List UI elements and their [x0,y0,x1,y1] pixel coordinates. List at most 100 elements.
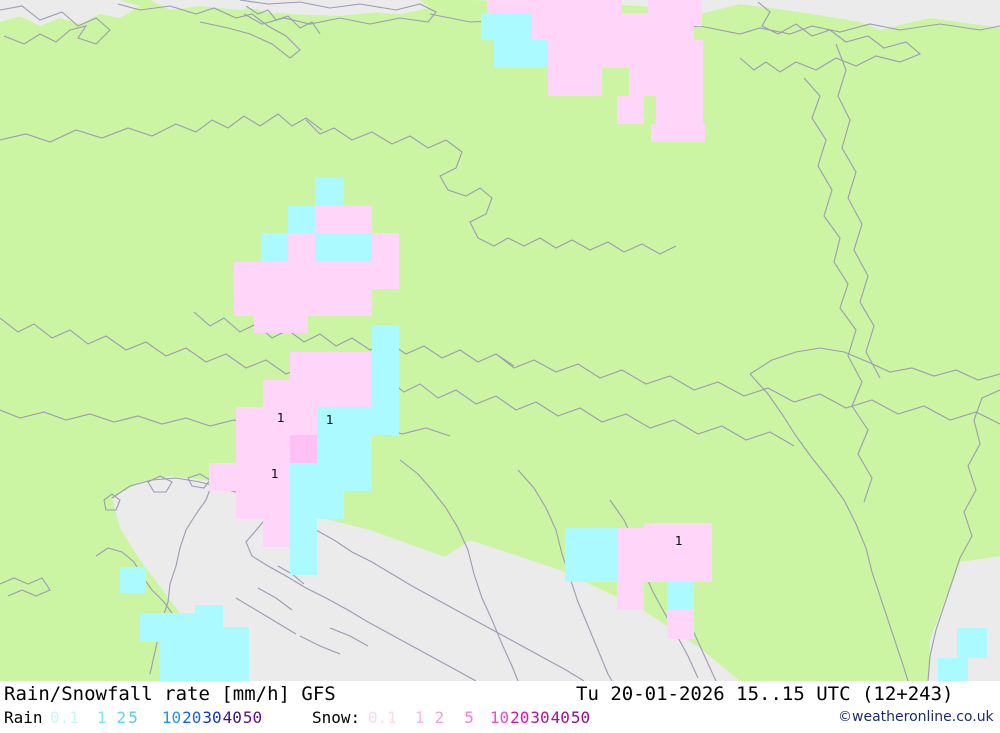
precip-cell [345,233,372,262]
map-base-layer [0,0,1000,681]
legend-threshold: 10 [161,708,182,727]
legend-threshold: 40 [550,708,570,727]
precip-cell [648,0,675,13]
precip-cell [290,519,317,547]
precip-cell [617,528,644,582]
legend-threshold: 30 [530,708,550,727]
precip-cell [565,528,617,582]
precip-cell [281,316,308,333]
precip-cell [372,407,399,435]
footer-legend-row: Rain 0.1 1 2 5 1020304050 Snow: 0.1 1 2 5 102030… [0,705,1000,731]
page-title: Rain/Snowfall rate [mm/h] GFS [4,683,336,705]
precip-cell [514,0,541,13]
precip-cell [640,13,667,40]
precip-cell [236,435,263,463]
precip-cell [315,206,345,233]
precip-cell [223,627,249,681]
precip-cell [644,523,698,582]
precip-value-label: 1 [326,413,334,427]
precip-cell [290,547,317,575]
legend-threshold: 30 [202,708,222,727]
precip-cell [263,463,290,491]
legend-threshold: 40 [222,708,242,727]
precip-cell [236,463,263,491]
precip-cell [195,605,223,642]
precip-cell [568,0,595,13]
precip-cell [290,463,317,491]
precip-cell [345,206,372,233]
precip-cell [629,40,656,68]
legend-threshold: 20 [182,708,202,727]
precip-cell [345,289,372,316]
precip-cell [344,380,372,407]
precip-cell [315,178,344,206]
precip-cell [683,68,703,96]
precip-cell [521,40,548,68]
rain-legend-scale: 0.1 1 2 5 1020304050 [50,708,262,727]
legend-threshold: 2 [116,708,127,727]
precip-cell [290,380,317,407]
rain-legend-label: Rain [4,708,43,727]
precip-cell [261,262,288,289]
precip-cell [236,407,263,435]
precip-cell [209,463,236,491]
precip-cell [344,407,372,435]
precip-cell [317,380,344,407]
snow-legend-label: Snow: [312,708,361,727]
precip-cell [263,491,290,519]
precip-cell [548,40,575,68]
precip-cell [290,407,317,435]
precip-cell [595,0,621,13]
precip-cell [263,380,290,407]
precip-cell [234,289,261,316]
precip-cell [683,96,703,124]
precip-cell [938,658,968,681]
precip-cell [254,316,281,333]
legend-threshold: 5 [128,708,138,727]
precip-cell [667,582,694,610]
precip-value-label: 1 [675,534,683,548]
precip-cell [667,610,694,639]
legend-threshold: 0.1 [50,708,79,727]
precip-cell [675,0,702,13]
precip-cell [345,262,372,289]
precip-cell [315,262,345,289]
precip-cell [288,262,315,289]
footer-title-row: Rain/Snowfall rate [mm/h] GFS Tu 20-01-2… [0,681,1000,707]
precip-cell [344,463,372,491]
precip-cell [617,582,644,610]
precip-cell [263,407,290,435]
precip-cell [263,519,290,547]
snow-legend-scale: 0.1 1 2 5 1020304050 [368,708,590,727]
precip-cell [140,613,195,642]
precip-cell [372,262,399,289]
legend-threshold: 1 [96,708,107,727]
precipitation-map[interactable]: 1 1 1 1 [0,0,1000,681]
precip-cell [683,40,703,68]
precip-cell [315,233,345,262]
copyright-notice: ©weatheronline.co.uk [838,709,994,725]
precip-cell [344,352,372,380]
precip-cell [586,13,613,40]
precip-cell [678,124,705,142]
precip-cell [236,491,263,519]
precip-cell [290,352,317,380]
precip-cell [613,13,640,40]
precip-cell [288,233,315,262]
precip-cell [344,435,372,463]
precip-cell [120,567,146,593]
sea-shapes [0,0,1000,681]
precip-value-label: 1 [277,411,285,425]
precip-cell [559,13,586,40]
legend-threshold: 5 [464,708,474,727]
precip-cell [656,96,683,124]
precip-cell [261,233,288,262]
precip-cell [651,124,678,142]
precip-cell [541,0,568,13]
precip-cell [656,40,683,68]
precip-cell [317,352,344,380]
legend-threshold: 50 [570,708,591,727]
legend-threshold: 20 [510,708,530,727]
precip-cell [602,40,629,68]
